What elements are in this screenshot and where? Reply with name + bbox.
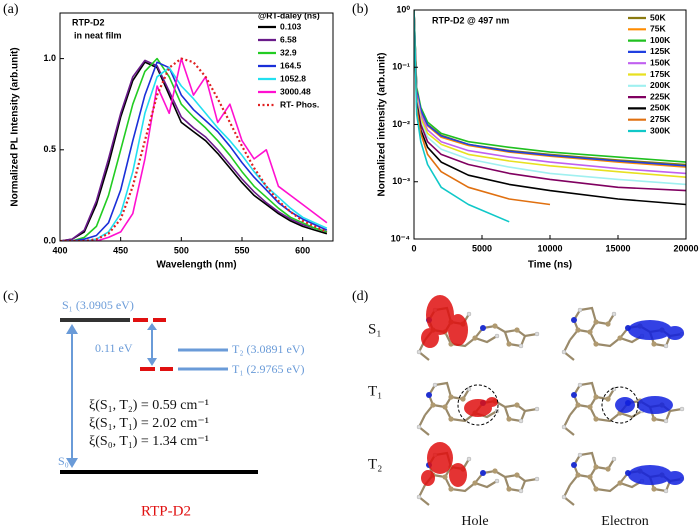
legend-label: 150K [650, 57, 671, 67]
energy-diagram: (c) S₁ (3.0905 eV) T₂ (3.0891 eV) T₁ (2.… [3, 289, 305, 519]
y-tick-label: 10⁰ [396, 4, 410, 14]
x-axis-label: Wavelength (nm) [156, 260, 236, 271]
gap-arrow [66, 323, 157, 468]
x-tick-label: 550 [234, 245, 249, 255]
panel-label: (d) [352, 289, 369, 304]
x-tick-label: 5000 [472, 243, 492, 253]
panel-label: (a) [3, 2, 19, 17]
hole-density [421, 295, 498, 487]
x-tick-label: 20000 [673, 243, 698, 253]
legend-label: 0.103 [280, 21, 302, 31]
legend-label: 200K [650, 80, 671, 90]
y-tick-label: 10⁻² [392, 119, 410, 129]
soc-label: ξ(S₁, T₂) = 0.59 cm⁻¹ [89, 398, 209, 413]
annotation: RTP-D2 @ 497 nm [432, 15, 509, 25]
y-tick-label: 10⁻⁴ [391, 233, 410, 243]
y-axis-label: Normalized intensity (arb.unit) [377, 53, 388, 197]
row-label: T₁ [368, 383, 382, 399]
y-axis-label: Normalized PL Intensity (arb.unit) [10, 47, 21, 206]
panel-label: (c) [3, 289, 19, 304]
electron-density [615, 320, 684, 485]
orbital-panel: (d) S₁ T₁ T₂ Hole Electron [352, 289, 686, 529]
x-tick-label: 500 [174, 245, 189, 255]
legend-label: 300K [650, 125, 671, 135]
series-line [60, 61, 328, 241]
y-tick-label: 1.0 [43, 53, 56, 63]
x-tick-label: 450 [113, 245, 128, 255]
x-tick-label: 400 [52, 245, 67, 255]
legend-title: @RT-daley (ns) [258, 10, 320, 20]
series-line [414, 10, 686, 206]
x-tick-label: 10000 [537, 243, 562, 253]
series-line [60, 57, 328, 241]
legend-label: 250K [650, 103, 671, 113]
x-tick-label: 15000 [605, 243, 630, 253]
t2-label: T₂ (3.0891 eV) [232, 342, 305, 356]
annotation: RTP-D2 [72, 17, 105, 27]
series-line [60, 61, 328, 241]
legend-label: 100K [650, 35, 671, 45]
legend-label: 1052.8 [280, 73, 306, 83]
series-line [60, 59, 328, 241]
series-line [60, 57, 328, 241]
y-tick-label: 0.5 [43, 144, 56, 154]
panel-label: (b) [352, 2, 369, 17]
legend-label: 75K [650, 24, 666, 34]
legend-label: RT- Phos. [280, 99, 319, 109]
plot-frame [413, 9, 687, 240]
x-axis-label: Time (ns) [528, 260, 572, 271]
series-line [414, 10, 686, 168]
legend-label: 275K [650, 114, 671, 124]
series-line [414, 10, 510, 223]
y-tick-label: 10⁻³ [392, 176, 410, 186]
caption: RTP-D2 [141, 503, 191, 519]
legend-label: 175K [650, 69, 671, 79]
x-tick-label: 0 [411, 243, 416, 253]
legend-label: 32.9 [280, 47, 297, 57]
row-label: S₁ [368, 321, 382, 337]
soc-label: ξ(S₁, T₁) = 2.02 cm⁻¹ [89, 416, 209, 431]
column-label: Hole [461, 514, 488, 529]
legend-label: 225K [650, 91, 671, 101]
charts: 400 450 500 550 600 0.0 0.5 1.0 Wavelength (nm) N… [10, 4, 699, 270]
x-tick-label: 600 [295, 245, 310, 255]
legend-label: 3000.48 [280, 86, 311, 96]
y-tick-label: 10⁻¹ [392, 62, 410, 72]
row-label: T₂ [368, 456, 382, 472]
series-line [414, 10, 686, 167]
y-tick-label: 0.0 [43, 235, 56, 245]
legend-label: 125K [650, 46, 671, 56]
series-line [60, 57, 328, 241]
highlight-circle [601, 386, 639, 424]
s1-label: S₁ (3.0905 eV) [62, 298, 134, 312]
column-label: Electron [601, 514, 648, 529]
highlight-circle [457, 384, 499, 426]
t1-label: T₁ (2.9765 eV) [232, 362, 305, 376]
plot-frame [59, 12, 334, 242]
s0-label: S₀ [58, 454, 69, 468]
legend-label: 164.5 [280, 60, 302, 70]
annotation: in neat film [74, 30, 122, 40]
gap-label: 0.11 eV [95, 341, 133, 355]
soc-label: ξ(S₀, T₁) = 1.34 cm⁻¹ [89, 434, 209, 449]
legend-label: 50K [650, 12, 666, 22]
legend-label: 6.58 [280, 34, 297, 44]
